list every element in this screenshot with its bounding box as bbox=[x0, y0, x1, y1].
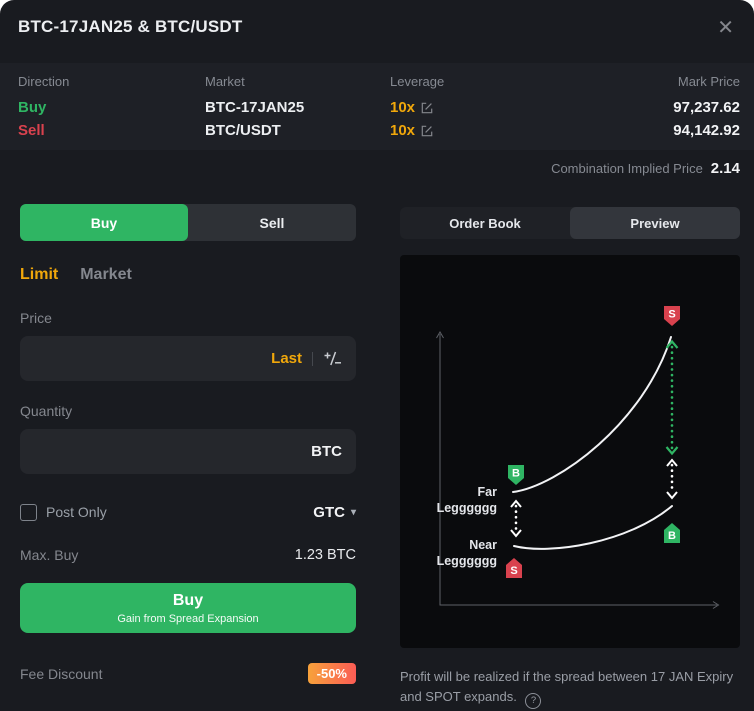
leg-labels: Far Legggggg Near Legggggg bbox=[437, 485, 498, 568]
side-tab-group: Buy Sell bbox=[20, 204, 356, 241]
near-leg-curve bbox=[513, 505, 673, 550]
order-form: Buy Sell Limit Market Price Last Quantit… bbox=[20, 204, 356, 684]
max-buy-row: Max. Buy 1.23 BTC bbox=[20, 546, 356, 563]
leverage-value: 10x bbox=[390, 99, 416, 116]
tab-market[interactable]: Market bbox=[80, 266, 132, 283]
far-leg-label-line2: Legggggg bbox=[437, 501, 497, 515]
leverage-near-leg[interactable]: 10x bbox=[390, 122, 673, 139]
svg-text:S: S bbox=[668, 309, 675, 321]
table-row: Sell BTC/USDT 10x 94,142.92 bbox=[18, 122, 740, 139]
chevron-down-icon: ▾ bbox=[350, 506, 356, 518]
quantity-label: Quantity bbox=[20, 403, 73, 419]
y-axis-arrow-icon bbox=[436, 331, 444, 339]
plus-minus-adjust-icon[interactable] bbox=[323, 351, 342, 366]
view-tab-group: Order Book Preview bbox=[400, 207, 740, 239]
tab-buy[interactable]: Buy bbox=[20, 204, 188, 241]
fee-discount-badge: -50% bbox=[307, 663, 356, 684]
footnote-text: Profit will be realized if the spread be… bbox=[400, 669, 734, 704]
buy-badge-far-start: B bbox=[508, 465, 524, 485]
tab-preview[interactable]: Preview bbox=[570, 207, 740, 239]
spread-diagram-svg: B S S B Far Legggggg Near bbox=[436, 306, 720, 609]
table-header-row: Direction Market Leverage Mark Price bbox=[18, 63, 740, 89]
preview-panel: Order Book Preview bbox=[400, 207, 740, 709]
direction-buy: Buy bbox=[18, 99, 47, 116]
buy-submit-label: Buy bbox=[172, 591, 204, 609]
tab-order-book[interactable]: Order Book bbox=[449, 215, 521, 231]
quantity-input[interactable] bbox=[34, 442, 312, 461]
combination-implied-price: Combination Implied Price 2.14 bbox=[551, 160, 740, 177]
spread-diagram: B S S B Far Legggggg Near bbox=[400, 255, 740, 648]
price-input[interactable] bbox=[34, 349, 272, 368]
max-buy-label: Max. Buy bbox=[20, 546, 79, 563]
fee-discount-label: Fee Discount bbox=[20, 665, 103, 682]
sell-badge-far-end: S bbox=[664, 306, 680, 326]
far-leg-label-line1: Far bbox=[478, 485, 498, 499]
buy-submit-sublabel: Gain from Spread Expansion bbox=[117, 612, 259, 625]
svg-text:S: S bbox=[510, 565, 517, 577]
post-only-label: Post Only bbox=[46, 504, 107, 520]
tab-limit[interactable]: Limit bbox=[20, 266, 59, 283]
modal-title: BTC-17JAN25 & BTC/USDT bbox=[18, 17, 243, 36]
expanded-spread-arrow bbox=[665, 339, 679, 456]
fee-discount-row: Fee Discount -50% bbox=[20, 663, 356, 684]
near-leg-label-line1: Near bbox=[469, 538, 497, 552]
max-buy-value: 1.23 BTC bbox=[294, 546, 356, 563]
implied-price-value: 2.14 bbox=[710, 160, 740, 177]
table-row: Buy BTC-17JAN25 10x 97,237.62 bbox=[18, 99, 740, 116]
divider bbox=[312, 351, 313, 366]
close-icon[interactable]: ✕ bbox=[713, 14, 738, 42]
buy-badge-near-end: B bbox=[664, 523, 680, 543]
col-leverage: Leverage bbox=[390, 74, 445, 89]
post-only-row: Post Only GTC ▾ bbox=[20, 503, 356, 521]
right-spread-arrow bbox=[666, 458, 678, 500]
axes bbox=[436, 331, 720, 609]
col-market: Market bbox=[205, 74, 245, 89]
preview-footnote: Profit will be realized if the spread be… bbox=[400, 667, 740, 709]
edit-icon[interactable] bbox=[421, 125, 433, 137]
markets-table: Direction Market Leverage Mark Price Buy… bbox=[0, 63, 754, 150]
col-direction: Direction bbox=[18, 74, 70, 89]
implied-price-label: Combination Implied Price bbox=[551, 161, 703, 176]
sell-badge-near-start: S bbox=[506, 558, 522, 578]
price-label: Price bbox=[20, 310, 52, 326]
help-icon[interactable]: ? bbox=[525, 693, 542, 709]
market-far-leg: BTC-17JAN25 bbox=[205, 99, 305, 116]
last-price-button[interactable]: Last bbox=[271, 350, 302, 367]
mark-price-near-leg: 94,142.92 bbox=[673, 122, 740, 139]
near-leg-label-line2: Legggggg bbox=[437, 554, 497, 568]
tif-value: GTC bbox=[313, 503, 345, 521]
svg-text:B: B bbox=[668, 530, 676, 542]
market-near-leg: BTC/USDT bbox=[205, 122, 281, 139]
price-field: Last bbox=[20, 336, 356, 381]
leverage-value: 10x bbox=[390, 122, 416, 139]
far-leg-curve bbox=[512, 336, 672, 493]
order-type-tabs: Limit Market bbox=[20, 265, 356, 285]
buy-submit-button[interactable]: Buy Gain from Spread Expansion bbox=[20, 583, 356, 633]
leverage-far-leg[interactable]: 10x bbox=[390, 99, 673, 116]
col-mark-price: Mark Price bbox=[677, 74, 740, 89]
quantity-unit: BTC bbox=[311, 443, 342, 460]
mark-price-far-leg: 97,237.62 bbox=[673, 99, 740, 116]
quantity-field: BTC bbox=[20, 429, 356, 474]
post-only-checkbox[interactable] bbox=[20, 503, 37, 521]
direction-sell: Sell bbox=[18, 122, 45, 139]
tif-dropdown[interactable]: GTC ▾ bbox=[313, 504, 356, 521]
edit-icon[interactable] bbox=[421, 102, 433, 114]
svg-text:B: B bbox=[512, 468, 520, 480]
left-spread-arrow bbox=[510, 499, 522, 538]
x-axis-arrow-icon bbox=[712, 601, 720, 609]
tab-sell[interactable]: Sell bbox=[259, 214, 285, 231]
